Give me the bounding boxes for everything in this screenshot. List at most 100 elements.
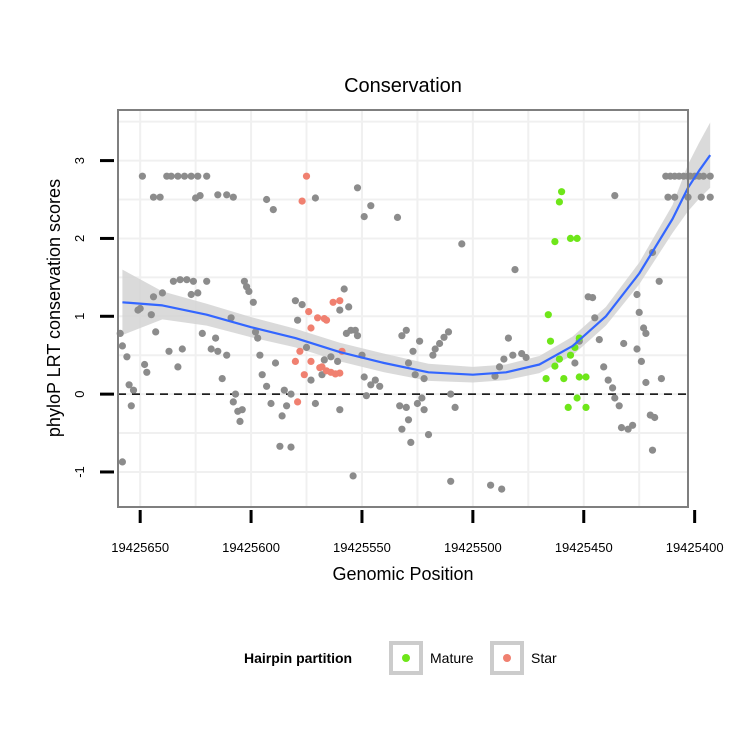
data-point-other <box>407 438 415 446</box>
data-point-other <box>194 172 202 180</box>
data-point-other <box>604 376 612 384</box>
data-point-other <box>509 351 517 359</box>
data-point-other <box>444 328 453 336</box>
data-point-other <box>402 403 410 411</box>
data-point-other <box>416 337 424 345</box>
data-point-other <box>229 398 237 406</box>
data-point-mature <box>560 375 568 383</box>
data-point-other <box>429 351 437 359</box>
data-point-other <box>169 277 177 285</box>
y-tick-label: 3 <box>72 157 87 164</box>
data-point-other <box>697 193 705 201</box>
data-point-mature <box>573 394 581 402</box>
y-axis-label: phyloP LRT conservation scores <box>44 179 64 437</box>
data-point-other <box>118 342 126 350</box>
data-point-other <box>671 193 679 201</box>
data-point-star <box>322 316 331 324</box>
data-point-mature <box>558 188 566 196</box>
chart-title: Conservation <box>344 75 462 97</box>
data-point-other <box>589 294 597 302</box>
x-tick-label: 19425450 <box>555 540 613 555</box>
data-point-other <box>223 351 231 359</box>
data-point-other <box>291 297 299 305</box>
y-tick-label: -1 <box>72 466 87 478</box>
data-point-other <box>349 472 357 480</box>
data-point-star <box>307 357 315 365</box>
data-point-other <box>298 301 306 309</box>
data-point-other <box>635 308 643 316</box>
data-point-other <box>180 172 189 180</box>
data-point-other <box>189 277 197 285</box>
data-point-other <box>123 353 131 361</box>
data-point-other <box>699 172 708 180</box>
data-point-mature <box>582 403 590 411</box>
data-point-other <box>278 412 286 420</box>
data-point-other <box>411 371 419 379</box>
data-point-other <box>629 421 637 429</box>
data-point-other <box>125 381 133 389</box>
data-point-mature <box>575 373 583 381</box>
data-point-other <box>245 287 253 295</box>
x-tick-label: 19425650 <box>111 540 169 555</box>
data-point-other <box>156 193 164 201</box>
data-point-other <box>347 326 355 334</box>
data-point-other <box>440 333 448 341</box>
data-point-other <box>311 399 319 408</box>
data-point-other <box>404 359 413 367</box>
data-point-other <box>263 382 271 390</box>
data-point-other <box>511 266 519 274</box>
data-point-other <box>183 276 191 284</box>
data-point-other <box>136 304 144 313</box>
data-point-other <box>418 394 426 402</box>
smooth-trend-line <box>122 154 712 376</box>
data-point-other <box>196 192 204 200</box>
legend-label-mature: Mature <box>430 650 474 666</box>
data-point-other <box>571 359 579 367</box>
data-point-other <box>413 399 421 408</box>
data-point-mature <box>575 334 583 342</box>
data-point-other <box>642 378 650 387</box>
data-point-other <box>633 290 641 299</box>
data-point-other <box>287 390 295 398</box>
data-points <box>116 172 714 493</box>
data-point-other <box>491 372 499 380</box>
data-point-other <box>129 386 138 394</box>
data-point-other <box>591 314 599 322</box>
data-point-mature <box>551 238 559 246</box>
data-point-other <box>633 345 641 353</box>
data-point-mature <box>566 351 575 359</box>
data-point-star <box>314 314 322 322</box>
legend-item-star: Star <box>490 641 557 675</box>
data-point-other <box>451 403 459 411</box>
legend-item-mature: Mature <box>389 641 474 675</box>
data-point-other <box>249 298 257 306</box>
data-point-other <box>651 413 659 422</box>
x-tick-label: 19425400 <box>666 540 724 555</box>
data-point-other <box>212 334 220 342</box>
data-point-other <box>706 172 714 180</box>
plot-frame-layer <box>117 109 689 508</box>
data-point-other <box>398 425 406 433</box>
data-point-other <box>402 326 410 334</box>
data-point-other <box>396 402 404 410</box>
y-tick-label: 2 <box>72 235 87 242</box>
data-point-star <box>300 371 308 379</box>
data-point-other <box>336 306 344 314</box>
data-point-star <box>294 398 302 406</box>
data-point-other <box>187 172 195 180</box>
x-axis: 19425650 19425600 19425550 19425500 19425450… <box>111 510 724 555</box>
data-point-other <box>149 293 158 301</box>
data-point-mature <box>542 375 550 383</box>
data-point-other <box>187 290 195 299</box>
legend-dot-star <box>503 654 511 662</box>
data-point-other <box>127 402 135 410</box>
data-point-other <box>360 373 368 381</box>
data-point-other <box>251 328 260 336</box>
data-point-star <box>298 197 306 205</box>
data-point-other <box>620 339 628 348</box>
data-point-mature <box>566 234 575 242</box>
data-point-other <box>194 289 202 297</box>
data-point-other <box>174 172 182 180</box>
data-point-other <box>271 359 280 367</box>
data-point-other <box>664 193 672 201</box>
